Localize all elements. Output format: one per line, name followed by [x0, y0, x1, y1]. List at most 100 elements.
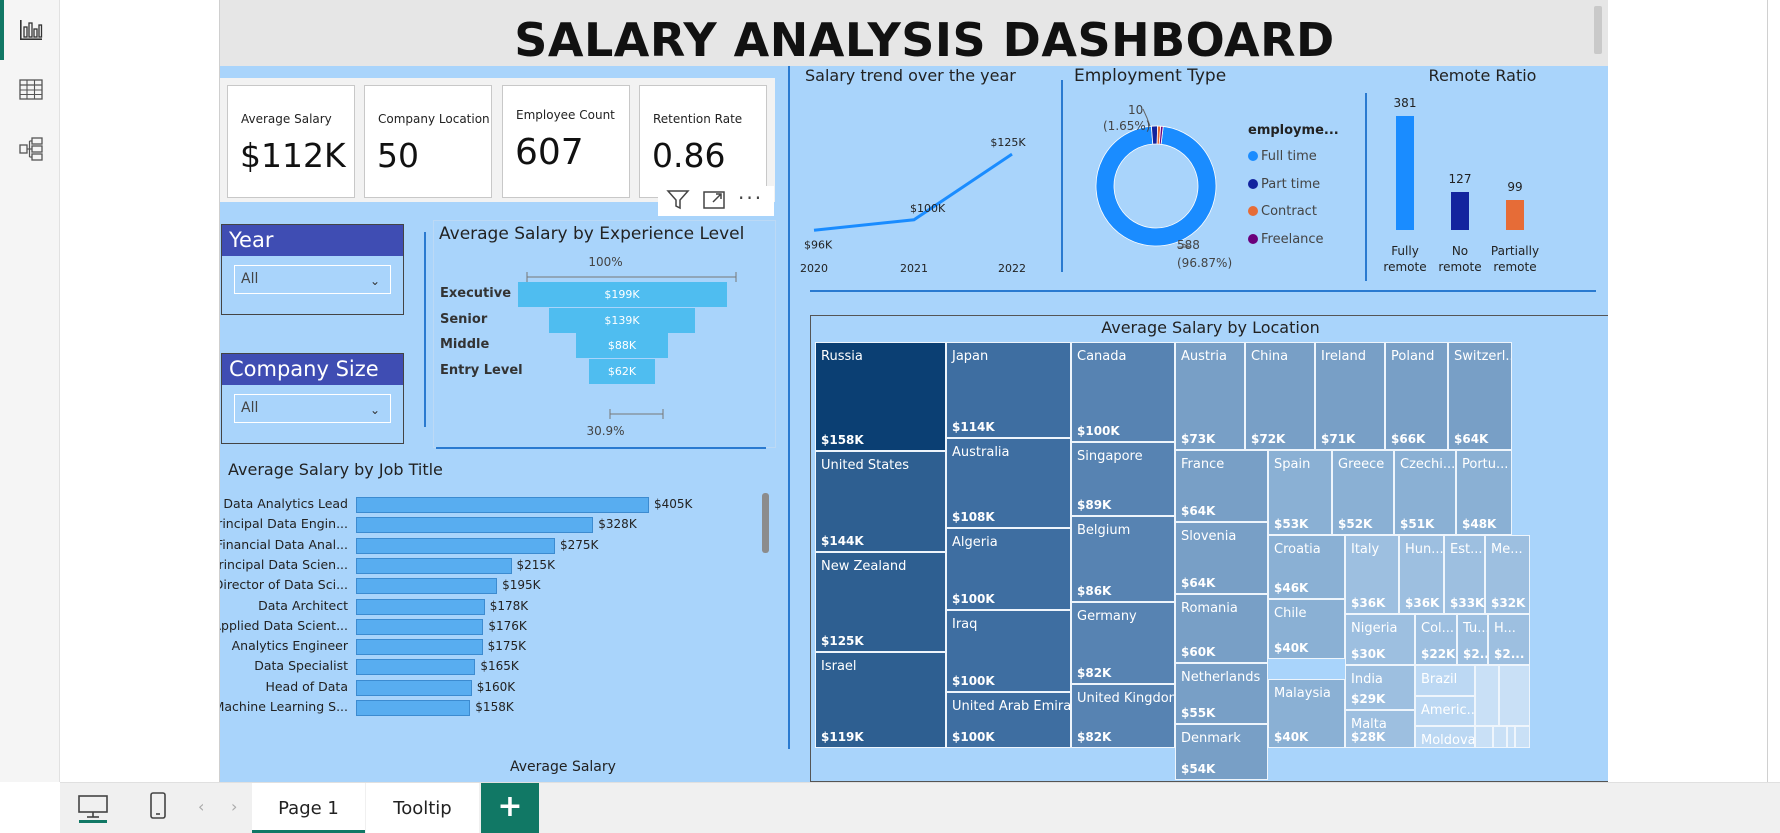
treemap-cell[interactable]: Japan $114K — [946, 342, 1071, 438]
treemap-cell[interactable]: Romania $60K — [1175, 594, 1268, 663]
treemap-cell-name: Chile — [1274, 606, 1307, 621]
treemap-cell[interactable]: Russia $158K — [815, 342, 946, 451]
treemap-cell[interactable]: Austria $73K — [1175, 342, 1245, 450]
funnel-bar: $199K — [517, 282, 727, 307]
treemap-cell-value: $53K — [1274, 517, 1309, 531]
employment-type-chart[interactable]: Employment Type 10 (1.65%) 588 (96.87%) … — [1066, 66, 1366, 276]
treemap-cell[interactable]: Tu... $2... — [1457, 614, 1488, 665]
treemap-cell[interactable]: China $72K — [1245, 342, 1315, 450]
treemap-cell[interactable]: Col... $22K — [1415, 614, 1457, 665]
dropdown-value: All — [241, 400, 259, 416]
treemap-cell[interactable]: Israel $119K — [815, 652, 946, 748]
treemap-cell[interactable]: Portu... $48K — [1456, 450, 1512, 535]
filter-icon[interactable] — [666, 189, 690, 215]
treemap-cell[interactable]: Moldova — [1415, 726, 1475, 748]
table-view-icon[interactable] — [18, 77, 44, 103]
funnel-category-label: Executive — [440, 286, 512, 301]
treemap-cell[interactable]: H... $2... — [1488, 614, 1530, 665]
slicer-year: Year All ⌄ — [221, 224, 404, 315]
mobile-layout-icon[interactable] — [148, 791, 168, 825]
treemap-cell[interactable]: India $29K — [1345, 665, 1415, 710]
view-switcher-rail — [0, 0, 60, 782]
location-treemap[interactable]: Average Salary by Location Russia $158K Un… — [810, 315, 1608, 782]
treemap-cell[interactable]: Canada $100K — [1071, 342, 1175, 442]
focus-mode-icon[interactable] — [702, 189, 726, 215]
treemap-cell[interactable]: United States $144K — [815, 451, 946, 552]
tab-page-1[interactable]: Page 1 — [252, 783, 365, 833]
legend-item[interactable]: Full time — [1248, 149, 1317, 164]
treemap-cell[interactable]: Denmark $54K — [1175, 724, 1268, 780]
add-page-button[interactable]: + — [481, 783, 539, 833]
treemap-cell[interactable]: France $64K — [1175, 450, 1268, 522]
treemap-cell[interactable]: Netherlands $55K — [1175, 663, 1268, 724]
treemap-cell-value: $86K — [1077, 584, 1112, 598]
treemap-cell-value: $100K — [952, 592, 995, 606]
model-view-icon[interactable] — [18, 136, 44, 162]
treemap-cell[interactable]: Nigeria $30K — [1345, 614, 1415, 665]
job-title-label: Analytics Engineer — [231, 638, 348, 654]
treemap-cell[interactable]: Poland $66K — [1385, 342, 1448, 450]
salary-trend-chart[interactable]: Salary trend over the year $96K 2020 $100K… — [794, 66, 1046, 276]
chart-scrollbar[interactable] — [762, 493, 769, 553]
treemap-cell[interactable]: United Kingdom $82K — [1071, 684, 1175, 748]
treemap-cell[interactable]: Slovenia $64K — [1175, 522, 1268, 594]
funnel-bar: $139K — [549, 307, 695, 333]
treemap-cell-value: $64K — [1181, 504, 1216, 518]
chart-title: Employment Type — [1074, 66, 1227, 86]
treemap-cell[interactable]: Est... $33K — [1444, 535, 1485, 614]
more-options-icon[interactable]: ··· — [738, 186, 764, 210]
title-bar: SALARY ANALYSIS DASHBOARD — [220, 0, 1608, 67]
kpi-card-retention-rate[interactable]: Retention Rate 0.86 — [639, 85, 767, 198]
treemap-cell[interactable]: Spain $53K — [1268, 450, 1332, 535]
donut-leader-line — [1177, 243, 1191, 248]
legend-item[interactable]: Freelance — [1248, 232, 1324, 247]
treemap-cell[interactable]: Me... $32K — [1485, 535, 1530, 614]
kpi-card-company-location[interactable]: Company Location 50 — [364, 85, 492, 198]
treemap-cell[interactable]: Greece $52K — [1332, 450, 1394, 535]
job-title-chart[interactable]: Average Salary by Job Title Data Analyti… — [220, 455, 775, 782]
experience-level-chart[interactable]: Average Salary by Experience Level 100% … — [433, 220, 776, 448]
desktop-layout-icon[interactable] — [76, 793, 110, 827]
treemap-cell-value: $125K — [821, 634, 864, 648]
report-view-icon[interactable] — [18, 17, 44, 43]
treemap-cell-name: Americ... — [1421, 703, 1475, 718]
treemap-cell[interactable]: Czechi... $51K — [1394, 450, 1456, 535]
company-size-dropdown[interactable]: All ⌄ — [234, 394, 391, 423]
treemap-cell-name: Russia — [821, 349, 863, 364]
legend-dot — [1248, 233, 1258, 244]
next-page-icon[interactable]: › — [231, 797, 238, 816]
remote-ratio-chart[interactable]: Remote Ratio 381 Fully remote 127 No remote 99… — [1370, 66, 1595, 276]
year-dropdown[interactable]: All ⌄ — [234, 265, 391, 294]
prev-page-icon[interactable]: ‹ — [198, 797, 205, 816]
treemap-cell-value: $40K — [1274, 730, 1309, 744]
job-value-label: $165K — [480, 659, 519, 674]
treemap-cell[interactable]: Iraq $100K — [946, 610, 1071, 692]
treemap-cell[interactable]: Americ... — [1415, 696, 1475, 726]
donut-plot — [1095, 108, 1217, 248]
donut-leader-line — [1142, 108, 1151, 127]
kpi-card-average-salary[interactable]: Average Salary $112K — [227, 85, 355, 198]
treemap-cell[interactable]: Ireland $71K — [1315, 342, 1385, 450]
treemap-cell-name: Portu... — [1462, 457, 1509, 472]
treemap-cell[interactable]: Hun... $36K — [1399, 535, 1444, 614]
legend-item[interactable]: Part time — [1248, 177, 1320, 192]
legend-item[interactable]: Contract — [1248, 204, 1317, 219]
treemap-cell[interactable]: United Arab Emira... $100K — [946, 692, 1071, 748]
treemap-cell[interactable]: Belgium $86K — [1071, 516, 1175, 602]
treemap-cell[interactable]: Malta $28K — [1345, 710, 1415, 748]
page-scrollbar[interactable] — [1594, 6, 1602, 54]
treemap-cell[interactable]: Germany $82K — [1071, 602, 1175, 684]
treemap-cell[interactable]: Malaysia $40K — [1268, 679, 1345, 748]
kpi-value: 0.86 — [652, 136, 726, 175]
tab-tooltip[interactable]: Tooltip — [366, 783, 479, 833]
treemap-cell[interactable]: Croatia $46K — [1268, 535, 1345, 599]
treemap-cell[interactable]: Algeria $100K — [946, 528, 1071, 610]
treemap-cell[interactable]: Chile $40K — [1268, 599, 1345, 659]
treemap-cell[interactable]: Italy $36K — [1345, 535, 1399, 614]
treemap-cell[interactable]: Australia $108K — [946, 438, 1071, 528]
treemap-cell[interactable]: Switzerl... $64K — [1448, 342, 1512, 450]
treemap-cell[interactable]: Singapore $89K — [1071, 442, 1175, 516]
treemap-cell[interactable]: New Zealand $125K — [815, 552, 946, 652]
kpi-card-employee-count[interactable]: Employee Count 607 — [502, 85, 630, 198]
treemap-cell[interactable]: Brazil — [1415, 665, 1475, 696]
